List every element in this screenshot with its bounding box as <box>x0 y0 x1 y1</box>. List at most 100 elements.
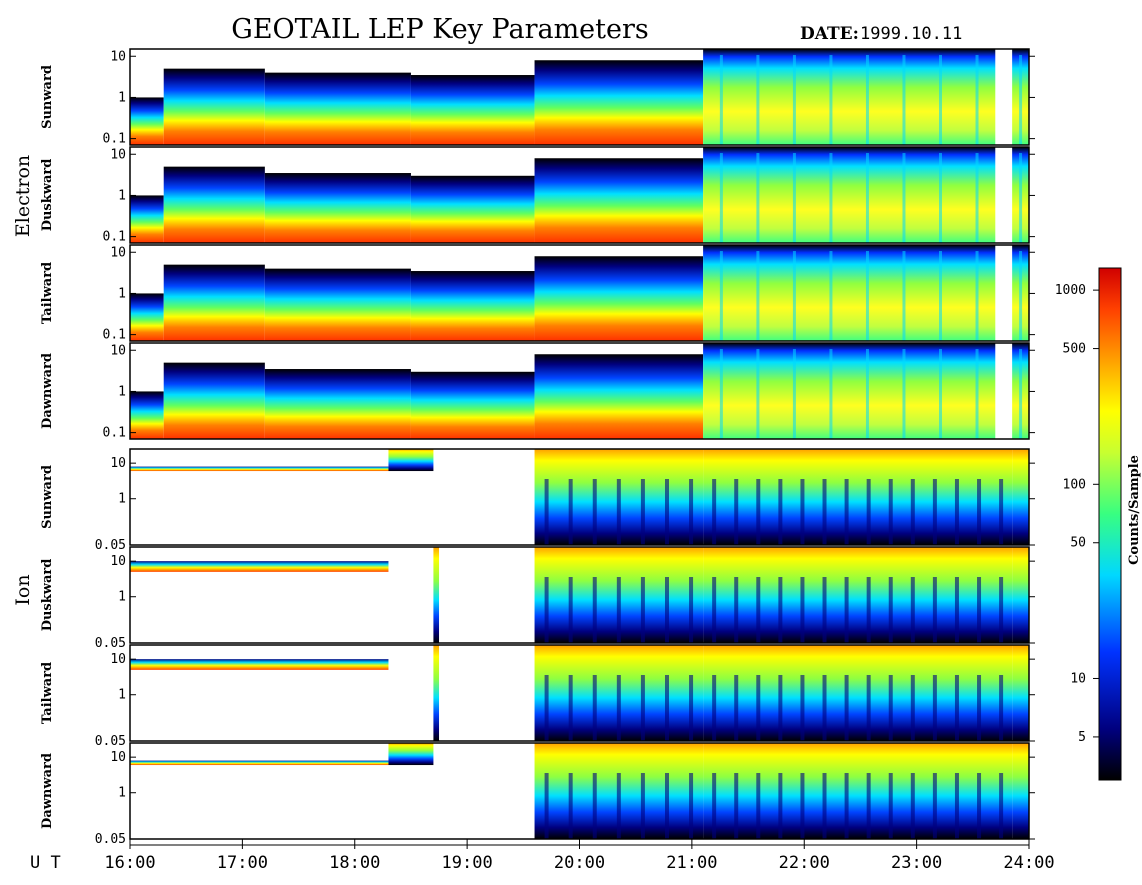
ion-streak <box>932 479 937 545</box>
ion-streak <box>822 577 827 643</box>
ion-streak <box>640 773 645 839</box>
dropout-streak <box>865 55 869 145</box>
electron-panel-label: Dawnward <box>40 353 55 429</box>
ion-streak <box>734 479 739 545</box>
ion-streak <box>544 577 549 643</box>
ion-streak <box>568 577 573 643</box>
spectral-segment <box>410 175 535 243</box>
electron-panel-dawnward <box>129 342 1035 440</box>
y-tick-label: 0.05 <box>95 538 126 553</box>
y-tick-label: 1 <box>118 492 126 507</box>
ion-panel-sunward <box>129 448 1035 546</box>
ion-streak <box>888 773 893 839</box>
dropout-streak <box>939 251 943 341</box>
spectral-segment <box>703 245 996 341</box>
ion-streak <box>640 675 645 741</box>
ion-streak <box>932 577 937 643</box>
ion-band <box>130 659 389 670</box>
ion-streak <box>999 479 1004 545</box>
ion-streak <box>734 675 739 741</box>
dropout-streak <box>1019 153 1023 243</box>
ion-streak <box>822 675 827 741</box>
ion-streak <box>616 675 621 741</box>
y-tick-label: 10 <box>110 49 126 64</box>
y-labels-layer: 10 1 0.1 Sunward 10 1 0.1 Duskward 10 1 0.1 Tailwar… <box>40 49 126 847</box>
y-tick-label: 1 <box>118 688 126 703</box>
ion-streak <box>977 773 982 839</box>
ion-streak <box>977 577 982 643</box>
y-tick-label: 10 <box>110 750 126 765</box>
ion-streak <box>800 675 805 741</box>
electron-panel-duskward <box>129 146 1035 244</box>
ion-streak <box>977 675 982 741</box>
ion-block <box>433 547 440 643</box>
ion-streak <box>778 577 783 643</box>
spectral-segment <box>163 68 265 145</box>
ion-streak <box>756 773 761 839</box>
dropout-streak <box>792 153 796 243</box>
dropout-streak <box>902 55 906 145</box>
ion-block <box>703 449 1013 545</box>
dropout-streak <box>1019 251 1023 341</box>
colorbar-tick-label: 100 <box>1063 477 1086 492</box>
dropout-streak <box>756 153 760 243</box>
colorbar-tick-label: 10 <box>1070 671 1086 686</box>
ion-streak <box>568 479 573 545</box>
ion-streak <box>910 773 915 839</box>
colorbar: Counts/Sample 1000 500 100 50 10 5 <box>1055 267 1142 781</box>
ion-streak <box>664 773 669 839</box>
ion-streak <box>712 773 717 839</box>
y-tick-label: 1 <box>118 188 126 203</box>
ion-streak <box>866 577 871 643</box>
dropout-streak <box>939 349 943 439</box>
dropout-streak <box>1019 349 1023 439</box>
spectral-segment <box>163 264 265 341</box>
panel-frame <box>129 546 1030 644</box>
ion-streak <box>689 479 694 545</box>
dropout-streak <box>865 349 869 439</box>
y-tick-label: 1 <box>118 286 126 301</box>
y-tick-label: 1 <box>118 786 126 801</box>
dropout-streak <box>792 55 796 145</box>
ion-streak <box>778 675 783 741</box>
ion-streak <box>592 773 597 839</box>
ion-streak <box>999 675 1004 741</box>
y-tick-label: 0.1 <box>103 230 126 245</box>
y-tick-label: 10 <box>110 343 126 358</box>
ion-streak <box>954 577 959 643</box>
ion-group-label: Ion <box>12 574 34 605</box>
spectral-segment <box>703 343 996 439</box>
ion-band <box>130 561 389 572</box>
spectral-segment <box>130 391 164 439</box>
ion-band <box>130 466 389 472</box>
ion-block <box>1012 449 1029 545</box>
spectral-segment <box>703 49 996 145</box>
dropout-streak <box>902 349 906 439</box>
panel-frame <box>129 644 1030 742</box>
spectral-segment <box>264 72 411 145</box>
ion-streak <box>999 773 1004 839</box>
ion-streak <box>592 479 597 545</box>
spectral-segment <box>534 60 704 145</box>
dropout-streak <box>756 55 760 145</box>
ion-streak <box>866 479 871 545</box>
ion-streak <box>888 577 893 643</box>
ion-block <box>703 645 1013 741</box>
ion-streak <box>640 577 645 643</box>
electron-panel-label: Duskward <box>40 159 55 232</box>
spectral-segment <box>264 369 411 439</box>
ion-block <box>388 449 434 472</box>
dropout-streak <box>829 55 833 145</box>
ion-block <box>1012 547 1029 643</box>
spectral-segment <box>130 195 164 243</box>
ion-streak <box>616 773 621 839</box>
dropout-streak <box>829 153 833 243</box>
ion-streak <box>544 479 549 545</box>
x-tick-label: 19:00 <box>442 853 493 873</box>
y-tick-label: 10 <box>110 652 126 667</box>
colorbar-gradient <box>1098 267 1122 781</box>
spectral-segment <box>410 271 535 341</box>
dropout-streak <box>829 251 833 341</box>
colorbar-tick-label: 500 <box>1063 342 1086 357</box>
ion-streak <box>664 577 669 643</box>
